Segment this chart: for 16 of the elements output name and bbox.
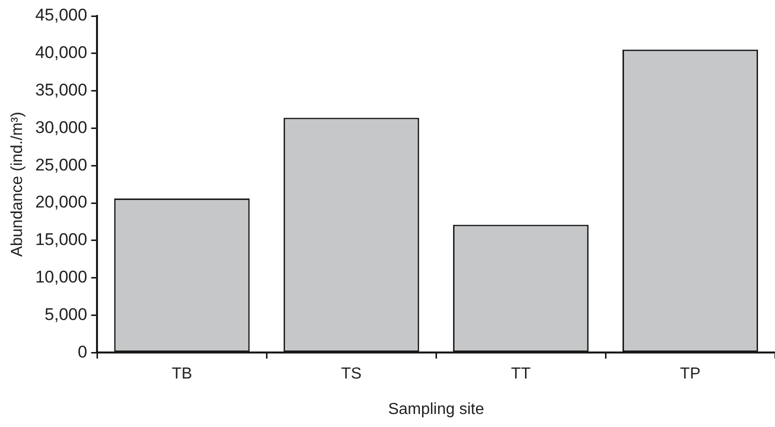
y-tick-label: 25,000 xyxy=(35,155,88,174)
x-axis-title: Sampling site xyxy=(388,400,484,418)
y-tick-label: 5,000 xyxy=(44,304,88,324)
y-tick-label: 30,000 xyxy=(35,118,88,137)
y-tick-label: 10,000 xyxy=(35,267,88,286)
y-axis-title: Abundance (ind./m³) xyxy=(9,112,26,257)
x-tick-label: TT xyxy=(511,366,531,383)
y-tick-label: 45,000 xyxy=(35,6,88,25)
y-tick-label: 20,000 xyxy=(35,192,88,212)
x-tick-label: TS xyxy=(341,366,362,383)
y-tick-label: 15,000 xyxy=(35,230,88,250)
x-tick-label: TP xyxy=(680,366,700,383)
y-tick-label: 0 xyxy=(78,342,88,362)
y-tick-label: 40,000 xyxy=(35,43,88,62)
y-tick-label: 35,000 xyxy=(35,80,88,100)
x-tick-label: TB xyxy=(172,366,192,383)
